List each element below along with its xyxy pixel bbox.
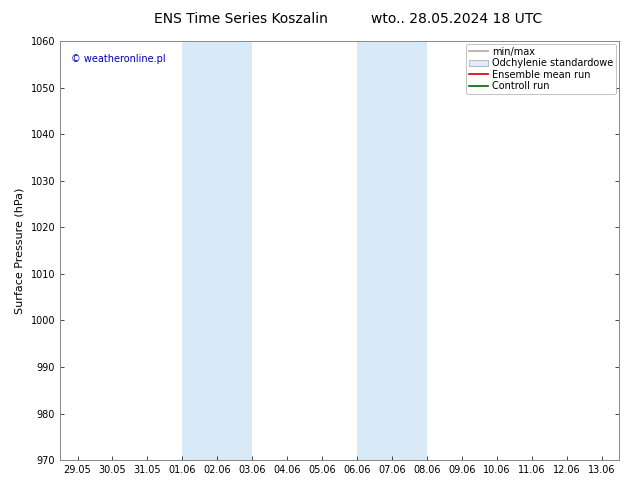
Legend: min/max, Odchylenie standardowe, Ensemble mean run, Controll run: min/max, Odchylenie standardowe, Ensembl… (465, 44, 616, 94)
Text: © weatheronline.pl: © weatheronline.pl (71, 53, 166, 64)
Y-axis label: Surface Pressure (hPa): Surface Pressure (hPa) (15, 187, 25, 314)
Text: ENS Time Series Koszalin: ENS Time Series Koszalin (154, 12, 328, 26)
Text: wto.. 28.05.2024 18 UTC: wto.. 28.05.2024 18 UTC (371, 12, 542, 26)
Bar (183, 41, 252, 460)
Bar (357, 41, 427, 460)
